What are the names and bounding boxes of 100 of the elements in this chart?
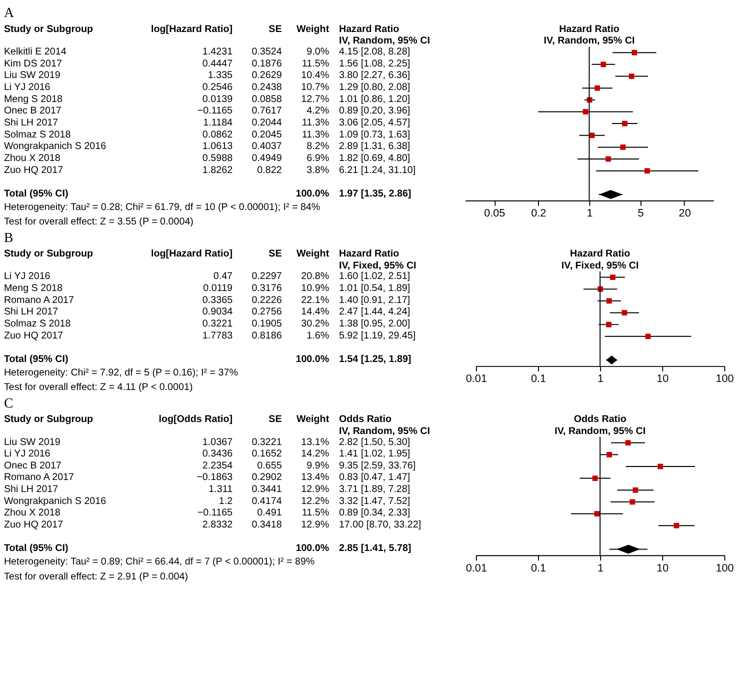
- category-label: log[Hazard Ratio]: [151, 24, 233, 35]
- text: 0.2438: [252, 82, 282, 94]
- text: 0.822: [257, 164, 282, 176]
- text: 10.4%: [301, 70, 330, 82]
- text: Test for overall effect: Z = 3.55 (P = 0.0004): [4, 216, 194, 228]
- chart-title: Hazard Ratio: [559, 24, 620, 35]
- text: 0.0139: [202, 94, 233, 105]
- text: 12.9%: [301, 484, 330, 496]
- text: 1.41 [1.02, 1.95]: [338, 448, 410, 460]
- text: 0.3221: [202, 318, 233, 330]
- text: Heterogeneity: Tau² = 0.28; Chi² = 61.79, df = 10 (P < 0.00001); I² = 84%: [4, 202, 320, 213]
- text: 3.8%: [306, 164, 330, 176]
- text: 0.4037: [252, 141, 282, 152]
- text: 3.06 [2.05, 4.57]: [338, 118, 410, 129]
- text: 10.9%: [301, 283, 330, 294]
- text: 2.82 [1.50, 5.30]: [338, 436, 410, 448]
- text: 13.1%: [301, 436, 330, 448]
- text: 22.1%: [301, 294, 330, 306]
- category-label: Zhou X 2018: [4, 152, 60, 164]
- text: 0.1876: [252, 58, 282, 70]
- category-label: Zuo HQ 2017: [4, 520, 64, 531]
- text: 0.47: [213, 271, 233, 282]
- category-label: Hazard Ratio IV, Fixed, 95% CI: [338, 248, 417, 272]
- text: Study or Subgroup: [4, 414, 94, 426]
- text: 100.0%: [296, 543, 330, 554]
- text: 2.2354: [202, 460, 233, 472]
- category-label: log[Hazard Ratio]: [151, 248, 233, 260]
- text: 0.3441: [252, 484, 282, 496]
- text: 0.89 [0.20, 3.96]: [338, 106, 410, 117]
- category-label: Total (95% CI): [4, 354, 68, 366]
- category-label: Shi LH 2017: [4, 118, 58, 129]
- text: 0.83 [0.47, 1.47]: [338, 472, 410, 484]
- text: 0.3221: [252, 436, 282, 448]
- text: 100.0%: [296, 354, 330, 366]
- text: 2.89 [1.31, 6.38]: [338, 141, 410, 152]
- text: 1.1184: [203, 118, 233, 129]
- x-tick-label: 0.1: [530, 562, 546, 574]
- text: 0.2902: [252, 472, 282, 484]
- text: 0.4447: [202, 58, 233, 70]
- text: 1.2: [218, 496, 233, 507]
- chart-subtitle: IV, Random, 95% CI: [544, 36, 635, 47]
- text: 3.32 [1.47, 7.52]: [338, 496, 410, 507]
- x-tick-label: 100: [716, 373, 734, 386]
- category-label: Meng S 2018: [4, 94, 63, 105]
- text: 1.4231: [202, 46, 233, 58]
- text: 3.80 [2.27, 6.36]: [338, 70, 410, 82]
- text: A: [4, 5, 14, 20]
- text: 0.2045: [252, 129, 282, 140]
- text: 1.56 [1.08, 2.25]: [338, 58, 410, 70]
- text: 20.8%: [301, 271, 330, 282]
- chart-title: Hazard Ratio: [570, 248, 630, 260]
- text: 1.40 [0.91, 2.17]: [338, 294, 410, 306]
- text: 1.8262: [202, 164, 233, 176]
- text: 12.9%: [301, 520, 330, 531]
- x-tick-label: 5: [638, 208, 644, 220]
- text: 11.5%: [302, 508, 330, 519]
- text: 4.2%: [306, 106, 330, 117]
- chart-title: Odds Ratio: [574, 414, 626, 426]
- text: 0.2297: [252, 271, 282, 282]
- text: 0.1905: [252, 318, 282, 330]
- category-label: Odds Ratio IV, Random, 95% CI: [338, 414, 430, 437]
- text: 13.4%: [301, 472, 330, 484]
- chart-subtitle: IV, Random, 95% CI: [554, 426, 646, 437]
- text: −0.1165: [197, 106, 233, 117]
- category-label: Hazard Ratio IV, Random, 95% CI: [338, 24, 430, 47]
- category-label: Meng S 2018: [4, 283, 63, 294]
- text: 4.15 [2.08, 8.28]: [338, 46, 410, 58]
- text: 1.01 [0.54, 1.89]: [338, 283, 410, 294]
- category-label: Solmaz S 2018: [4, 129, 71, 140]
- category-label: SE: [268, 248, 282, 260]
- category-label: SE: [268, 414, 282, 426]
- text: 1.0613: [202, 141, 233, 152]
- text: C: [4, 395, 14, 410]
- text: 0.2629: [252, 70, 282, 82]
- x-tick-label: 20: [678, 208, 691, 220]
- text: 0.9034: [202, 306, 233, 318]
- category-label: Romano A 2017: [4, 472, 74, 484]
- text: Study or Subgroup: [4, 24, 94, 35]
- text: 1.01 [0.86, 1.20]: [338, 94, 410, 105]
- text: 14.2%: [301, 448, 330, 460]
- text: 0.655: [257, 460, 282, 472]
- category-label: Li YJ 2016: [4, 448, 50, 460]
- text: Study or Subgroup: [4, 248, 94, 260]
- category-label: Total (95% CI): [4, 188, 68, 200]
- text: 2.85 [1.41, 5.78]: [338, 543, 412, 554]
- text: Test for overall effect: Z = 2.91 (P = 0.004): [4, 571, 188, 582]
- x-tick-label: 0.01: [466, 562, 487, 574]
- text: 0.3524: [252, 46, 282, 58]
- text: 1.6%: [306, 330, 330, 342]
- text: 2.8332: [202, 520, 233, 531]
- text: 0.3365: [202, 294, 233, 306]
- text: 0.89 [0.34, 2.33]: [338, 508, 410, 519]
- category-label: Weight: [296, 24, 330, 35]
- text: 0.3176: [252, 283, 282, 294]
- text: 1.60 [1.02, 2.51]: [338, 271, 410, 282]
- category-label: Shi LH 2017: [4, 484, 58, 496]
- text: 11.5%: [302, 58, 330, 70]
- text: 6.21 [1.24, 31.10]: [338, 164, 416, 176]
- text: 0.7617: [252, 106, 282, 117]
- category-label: Shi LH 2017: [4, 306, 58, 318]
